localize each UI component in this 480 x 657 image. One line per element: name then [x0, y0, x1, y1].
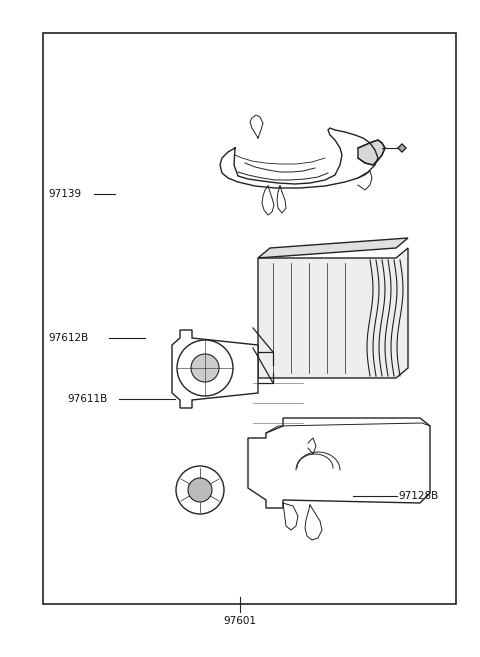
Text: 97601: 97601: [224, 616, 256, 626]
Polygon shape: [358, 140, 385, 165]
Polygon shape: [258, 238, 408, 258]
Circle shape: [188, 478, 212, 502]
Text: 97612B: 97612B: [48, 333, 88, 344]
Polygon shape: [248, 418, 430, 508]
Text: 97128B: 97128B: [398, 491, 439, 501]
Circle shape: [191, 354, 219, 382]
Circle shape: [176, 466, 224, 514]
Text: 97139: 97139: [48, 189, 81, 199]
Polygon shape: [398, 144, 406, 152]
Circle shape: [177, 340, 233, 396]
Polygon shape: [258, 248, 408, 378]
Polygon shape: [172, 330, 258, 408]
Text: 97611B: 97611B: [67, 394, 108, 405]
Bar: [43, 33, 456, 604]
